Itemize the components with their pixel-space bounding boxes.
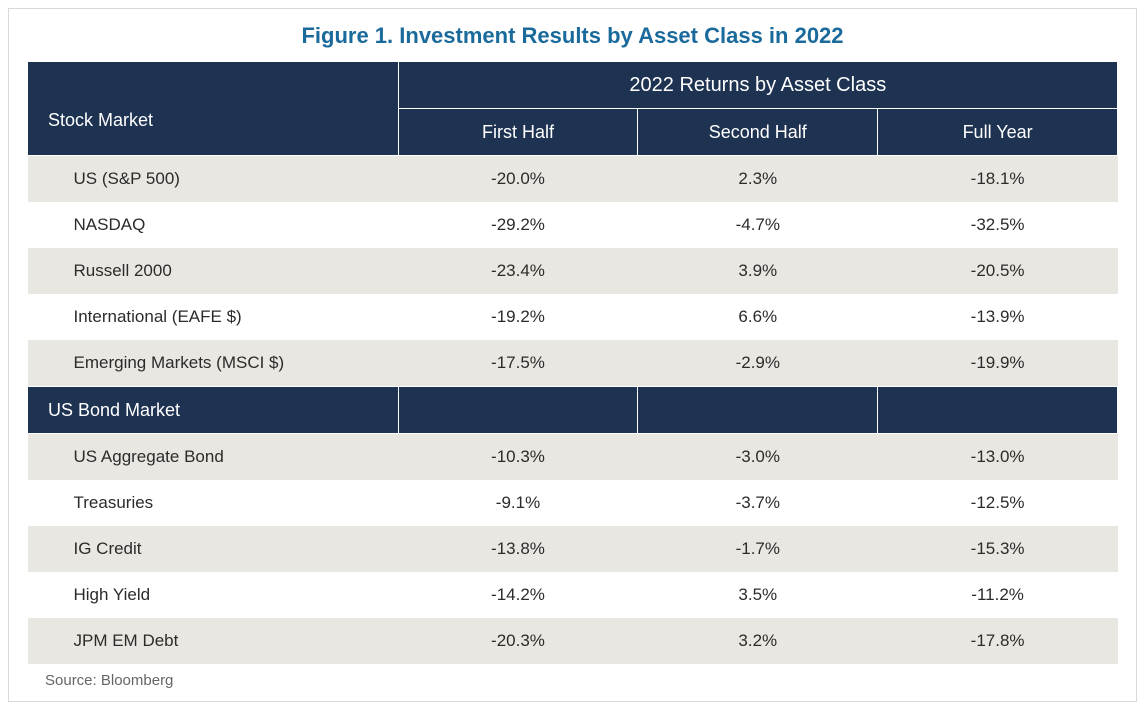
row-value: -4.7% (638, 202, 878, 248)
row-value: -17.8% (878, 618, 1118, 664)
row-value: -18.1% (878, 156, 1118, 203)
row-value: -3.7% (638, 480, 878, 526)
row-value: -19.9% (878, 340, 1118, 387)
row-value: -10.3% (398, 434, 638, 481)
table-header-cell (398, 387, 638, 434)
row-value: -11.2% (878, 572, 1118, 618)
row-label: Emerging Markets (MSCI $) (28, 340, 399, 387)
row-value: -3.0% (638, 434, 878, 481)
row-value: -20.3% (398, 618, 638, 664)
table-header-cell: Full Year (878, 109, 1118, 156)
table-header-cell: First Half (398, 109, 638, 156)
table-header-cell: 2022 Returns by Asset Class (398, 62, 1117, 109)
row-value: 3.5% (638, 572, 878, 618)
row-value: -1.7% (638, 526, 878, 572)
row-value: -20.0% (398, 156, 638, 203)
row-label: Russell 2000 (28, 248, 399, 294)
table-body: Stock Market2022 Returns by Asset ClassF… (28, 62, 1118, 665)
table-row: Emerging Markets (MSCI $)-17.5%-2.9%-19.… (28, 340, 1118, 387)
row-value: -2.9% (638, 340, 878, 387)
row-label: NASDAQ (28, 202, 399, 248)
table-header-cell: Second Half (638, 109, 878, 156)
returns-table: Stock Market2022 Returns by Asset ClassF… (27, 61, 1118, 664)
row-value: -13.9% (878, 294, 1118, 340)
table-row: Russell 2000-23.4%3.9%-20.5% (28, 248, 1118, 294)
row-label: JPM EM Debt (28, 618, 399, 664)
table-row: International (EAFE $)-19.2%6.6%-13.9% (28, 294, 1118, 340)
row-value: -9.1% (398, 480, 638, 526)
row-value: -19.2% (398, 294, 638, 340)
row-value: -15.3% (878, 526, 1118, 572)
row-label: US (S&P 500) (28, 156, 399, 203)
row-value: -14.2% (398, 572, 638, 618)
figure-frame: Figure 1. Investment Results by Asset Cl… (8, 8, 1137, 702)
row-label: Treasuries (28, 480, 399, 526)
row-label: High Yield (28, 572, 399, 618)
row-value: -32.5% (878, 202, 1118, 248)
figure-title: Figure 1. Investment Results by Asset Cl… (27, 23, 1118, 49)
row-label: IG Credit (28, 526, 399, 572)
table-row: US (S&P 500)-20.0%2.3%-18.1% (28, 156, 1118, 203)
row-label: International (EAFE $) (28, 294, 399, 340)
row-value: -13.8% (398, 526, 638, 572)
table-row: JPM EM Debt-20.3%3.2%-17.8% (28, 618, 1118, 664)
table-header-cell (878, 387, 1118, 434)
table-header-cell (638, 387, 878, 434)
row-value: 6.6% (638, 294, 878, 340)
table-row: NASDAQ-29.2%-4.7%-32.5% (28, 202, 1118, 248)
table-header-cell: Stock Market (28, 62, 399, 156)
row-value: -13.0% (878, 434, 1118, 481)
table-row: US Aggregate Bond-10.3%-3.0%-13.0% (28, 434, 1118, 481)
row-value: 2.3% (638, 156, 878, 203)
table-row: IG Credit-13.8%-1.7%-15.3% (28, 526, 1118, 572)
row-value: -17.5% (398, 340, 638, 387)
row-value: -12.5% (878, 480, 1118, 526)
row-value: -29.2% (398, 202, 638, 248)
row-value: -23.4% (398, 248, 638, 294)
table-row: Treasuries-9.1%-3.7%-12.5% (28, 480, 1118, 526)
row-value: 3.2% (638, 618, 878, 664)
row-value: -20.5% (878, 248, 1118, 294)
row-label: US Aggregate Bond (28, 434, 399, 481)
table-header-cell: US Bond Market (28, 387, 399, 434)
table-row: High Yield-14.2%3.5%-11.2% (28, 572, 1118, 618)
row-value: 3.9% (638, 248, 878, 294)
source-note: Source: Bloomberg (27, 664, 1118, 691)
